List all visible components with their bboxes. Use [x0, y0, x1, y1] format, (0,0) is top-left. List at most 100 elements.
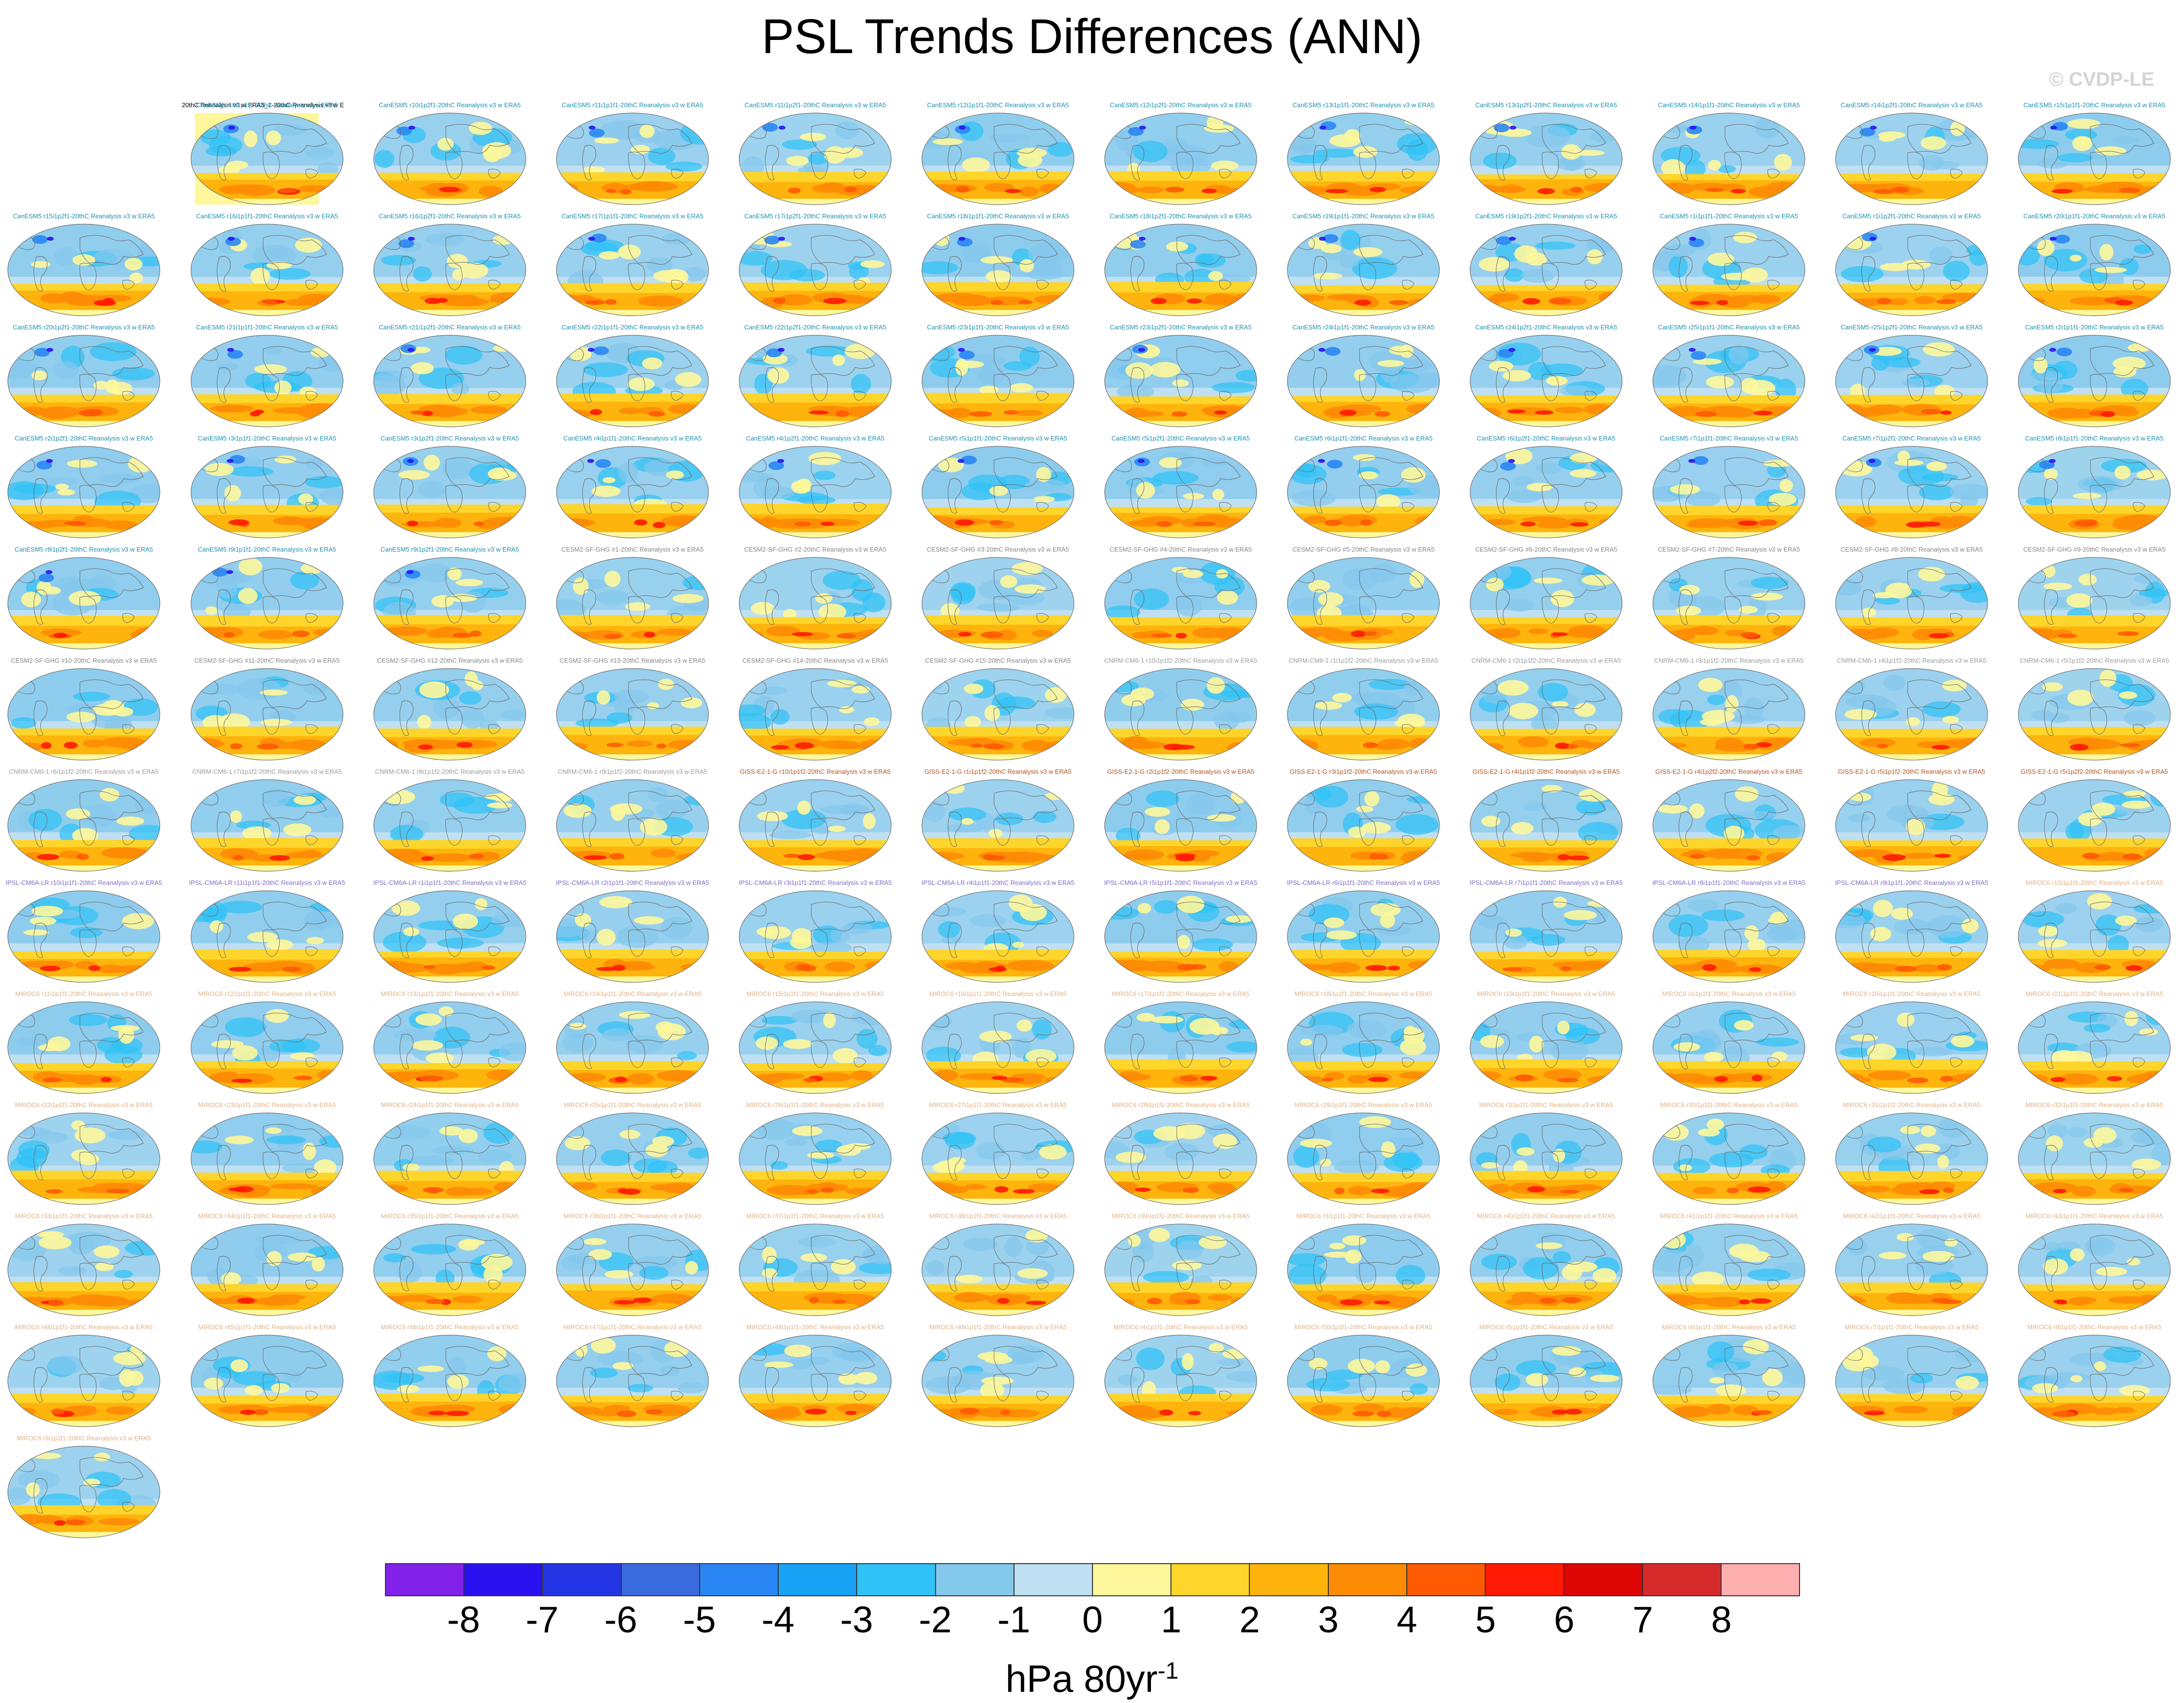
panel-title: CanESM5 r16i1p1f1-20thC Reanalysis v3 w … — [196, 212, 338, 220]
panel-title: CanESM5 r18i1p2f1-20thC Reanalysis v3 w … — [1110, 212, 1252, 220]
panel-giss-e2-1-g-80: GISS-E2-1-G r4i1p2f2-20thC Reanalysis v3… — [1648, 767, 1809, 874]
trend-map — [1470, 224, 1623, 316]
trend-map — [739, 1112, 892, 1205]
panel-miroc6-112: MIROC6 r27i1p1f1-20thC Reanalysis v3 w E… — [918, 1100, 1078, 1207]
trend-map — [373, 446, 526, 538]
trend-map — [1104, 1335, 1257, 1427]
trend-map — [1652, 1112, 1805, 1205]
trend-map — [2018, 1224, 2171, 1316]
trend-map — [2018, 890, 2171, 983]
panel-title: CanESM5 r3i1p2f1-20thC Reanalysis v3 w E… — [381, 435, 519, 442]
colorbar-tick-label: 2 — [1239, 1599, 1260, 1641]
colorbar-tick-label: 8 — [1711, 1599, 1732, 1641]
panel-title: MIROC6 r24i1p1f1-20thC Reanalysis v3 w E… — [381, 1101, 519, 1109]
panel-ipsl-cm6a-lr-91: IPSL-CM6A-LR r7i1p1f1-20thC Reanalysis v… — [1466, 878, 1627, 985]
panel-cnrm-cm6-1-69: CNRM-CM6-1 r4i1p1f2-20thC Reanalysis v3 … — [1831, 656, 1992, 763]
trend-map — [2018, 668, 2171, 761]
panel-cesm2-sf-ghg-56: CESM2-SF-GHG #7-20thC Reanalysis v3 w ER… — [1648, 545, 1809, 652]
panel-canesm5-21: CanESM5 r1i1p2f1-20thC Reanalysis v3 w E… — [1831, 211, 1992, 319]
trend-map — [556, 668, 709, 761]
panel-title: CESM2-SF-GHG #3-20thC Reanalysis v3 w ER… — [927, 546, 1069, 553]
panel-title: MIROC6 r5i1p1f1-20thC Reanalysis v3 w ER… — [1479, 1323, 1613, 1331]
panel-title: MIROC6 r38i1p1f1-20thC Reanalysis v3 w E… — [929, 1212, 1067, 1220]
trend-map — [1287, 446, 1440, 538]
colorbar-segment — [1564, 1564, 1643, 1595]
panel-title: CanESM5 r11i1p2f1-20thC Reanalysis v3 w … — [744, 101, 886, 109]
panel-miroc6-132: MIROC6 r45i1p1f1-20thC Reanalysis v3 w E… — [187, 1322, 347, 1430]
panel-canesm5-30: CanESM5 r24i1p1f1-20thC Reanalysis v3 w … — [1283, 323, 1444, 430]
trend-map — [921, 890, 1074, 983]
panel-canesm5-38: CanESM5 r4i1p1f1-20thC Reanalysis v3 w E… — [552, 434, 713, 541]
colorbar-segment — [1407, 1564, 1486, 1595]
panel-title: CESM2-SF-GHG #15-20thC Reanalysis v3 w E… — [925, 657, 1071, 664]
panel-miroc6-111: MIROC6 r26i1p1f1-20thC Reanalysis v3 w E… — [735, 1100, 896, 1207]
colorbar-segment — [1014, 1564, 1093, 1595]
trend-map — [739, 335, 892, 427]
panel-title: CanESM5 r13i1p1f1-20thC Reanalysis v3 w … — [1292, 101, 1435, 109]
colorbar-tick-label: 7 — [1632, 1599, 1653, 1641]
trend-map — [191, 335, 344, 427]
trend-map — [1470, 446, 1623, 538]
trend-map — [1652, 557, 1805, 650]
panel-miroc6-139: MIROC6 r5i1p1f1-20thC Reanalysis v3 w ER… — [1466, 1322, 1627, 1430]
panel-cnrm-cm6-1-66: CNRM-CM6-1 r1i1p1f2-20thC Reanalysis v3 … — [1283, 656, 1444, 763]
trend-map — [1470, 113, 1623, 205]
panel-title: IPSL-CM6A-LR r9i1p1f1-20thC Reanalysis v… — [1835, 879, 1989, 886]
panel-title: MIROC6 r35i1p1f1-20thC Reanalysis v3 w E… — [381, 1212, 519, 1220]
colorbar-tick-label: -2 — [919, 1599, 952, 1641]
trend-map — [7, 335, 160, 427]
colorbar-tick-label: -3 — [840, 1599, 873, 1641]
panel-miroc6-122: MIROC6 r36i1p1f1-20thC Reanalysis v3 w E… — [552, 1211, 713, 1319]
trend-map — [1104, 779, 1257, 872]
trend-map — [1287, 335, 1440, 427]
colorbar-segment — [1171, 1564, 1250, 1595]
panel-title: CNRM-CM6-1 r4i1p1f2-20thC Reanalysis v3 … — [1837, 657, 1987, 664]
trend-map — [556, 557, 709, 650]
panel-miroc6-117: MIROC6 r31i1p1f1-20thC Reanalysis v3 w E… — [1831, 1100, 1992, 1207]
colorbar-segment — [386, 1564, 465, 1595]
trend-map — [1835, 1001, 1988, 1094]
panel-title: IPSL-CM6A-LR r3i1p1f1-20thC Reanalysis v… — [738, 879, 892, 886]
panel-canesm5-12: CanESM5 r16i1p1f1-20thC Reanalysis v3 w … — [187, 211, 347, 319]
trend-map — [1470, 557, 1623, 650]
trend-map — [1104, 557, 1257, 650]
trend-map — [739, 557, 892, 650]
panel-ipsl-cm6a-lr-86: IPSL-CM6A-LR r2i1p1f1-20thC Reanalysis v… — [552, 878, 713, 985]
trend-map — [1104, 335, 1257, 427]
panel-title: GISS-E2-1-G r2i1p1f2-20thC Reanalysis v3… — [1107, 768, 1254, 775]
colorbar-tick-label: 4 — [1397, 1599, 1418, 1641]
colorbar-segment — [779, 1564, 858, 1595]
colorbar-segment — [700, 1564, 779, 1595]
colorbar-tick-label: -7 — [525, 1599, 559, 1641]
panel-title: CanESM5 r9i1p2f1-20thC Reanalysis v3 w E… — [381, 546, 519, 553]
panel-title: MIROC6 r7i1p1f1-20thC Reanalysis v3 w ER… — [1844, 1323, 1979, 1331]
panel-title: CESM2-SF-GHG #14-20thC Reanalysis v3 w E… — [742, 657, 888, 664]
trend-map — [739, 890, 892, 983]
panel-title: GISS-E2-1-G r10i1p1f2-20thC Reanalysis v… — [740, 768, 891, 775]
panel-title: CanESM5 r23i1p2f1-20thC Reanalysis v3 w … — [1110, 324, 1252, 331]
panel-cesm2-sf-ghg-54: CESM2-SF-GHG #5-20thC Reanalysis v3 w ER… — [1283, 545, 1444, 652]
panel-miroc6-116: MIROC6 r30i1p1f1-20thC Reanalysis v3 w E… — [1648, 1100, 1809, 1207]
trend-map — [921, 779, 1074, 872]
panel-title: MIROC6 r45i1p1f1-20thC Reanalysis v3 w E… — [198, 1323, 336, 1331]
trend-map — [1104, 1001, 1257, 1094]
trend-map — [191, 890, 344, 983]
trend-map — [1835, 1224, 1988, 1316]
panel-title: CESM2-SF-GHG #6-20thC Reanalysis v3 w ER… — [1475, 546, 1617, 553]
figure-title: PSL Trends Differences (ANN) — [761, 9, 1423, 64]
panel-miroc6-129: MIROC6 r42i1p1f1-20thC Reanalysis v3 w E… — [1831, 1211, 1992, 1319]
panel-title: CanESM5 r18i1p1f1-20thC Reanalysis v3 w … — [927, 212, 1069, 220]
panel-giss-e2-1-g-81: GISS-E2-1-G r5i1p1f2-20thC Reanalysis v3… — [1831, 767, 1992, 874]
trend-map — [2018, 224, 2171, 316]
panel-miroc6-97: MIROC6 r13i1p1f1-20thC Reanalysis v3 w E… — [369, 989, 530, 1096]
trend-map — [1835, 224, 1988, 316]
trend-map — [921, 1335, 1074, 1427]
panel-miroc6-126: MIROC6 r3i1p1f1-20thC Reanalysis v3 w ER… — [1283, 1211, 1444, 1319]
panel-title: CanESM5 r23i1p1f1-20thC Reanalysis v3 w … — [927, 324, 1069, 331]
panel-title: MIROC6 r44i1p1f1-20thC Reanalysis v3 w E… — [15, 1323, 153, 1331]
panel-giss-e2-1-g-77: GISS-E2-1-G r2i1p1f2-20thC Reanalysis v3… — [1100, 767, 1261, 874]
panel-miroc6-130: MIROC6 r43i1p1f1-20thC Reanalysis v3 w E… — [2014, 1211, 2175, 1319]
panel-cnrm-cm6-1-72: CNRM-CM6-1 r7i1p1f2-20thC Reanalysis v3 … — [187, 767, 347, 874]
panel-title: IPSL-CM6A-LR r7i1p1f1-20thC Reanalysis v… — [1469, 879, 1623, 886]
trend-map — [7, 1224, 160, 1316]
